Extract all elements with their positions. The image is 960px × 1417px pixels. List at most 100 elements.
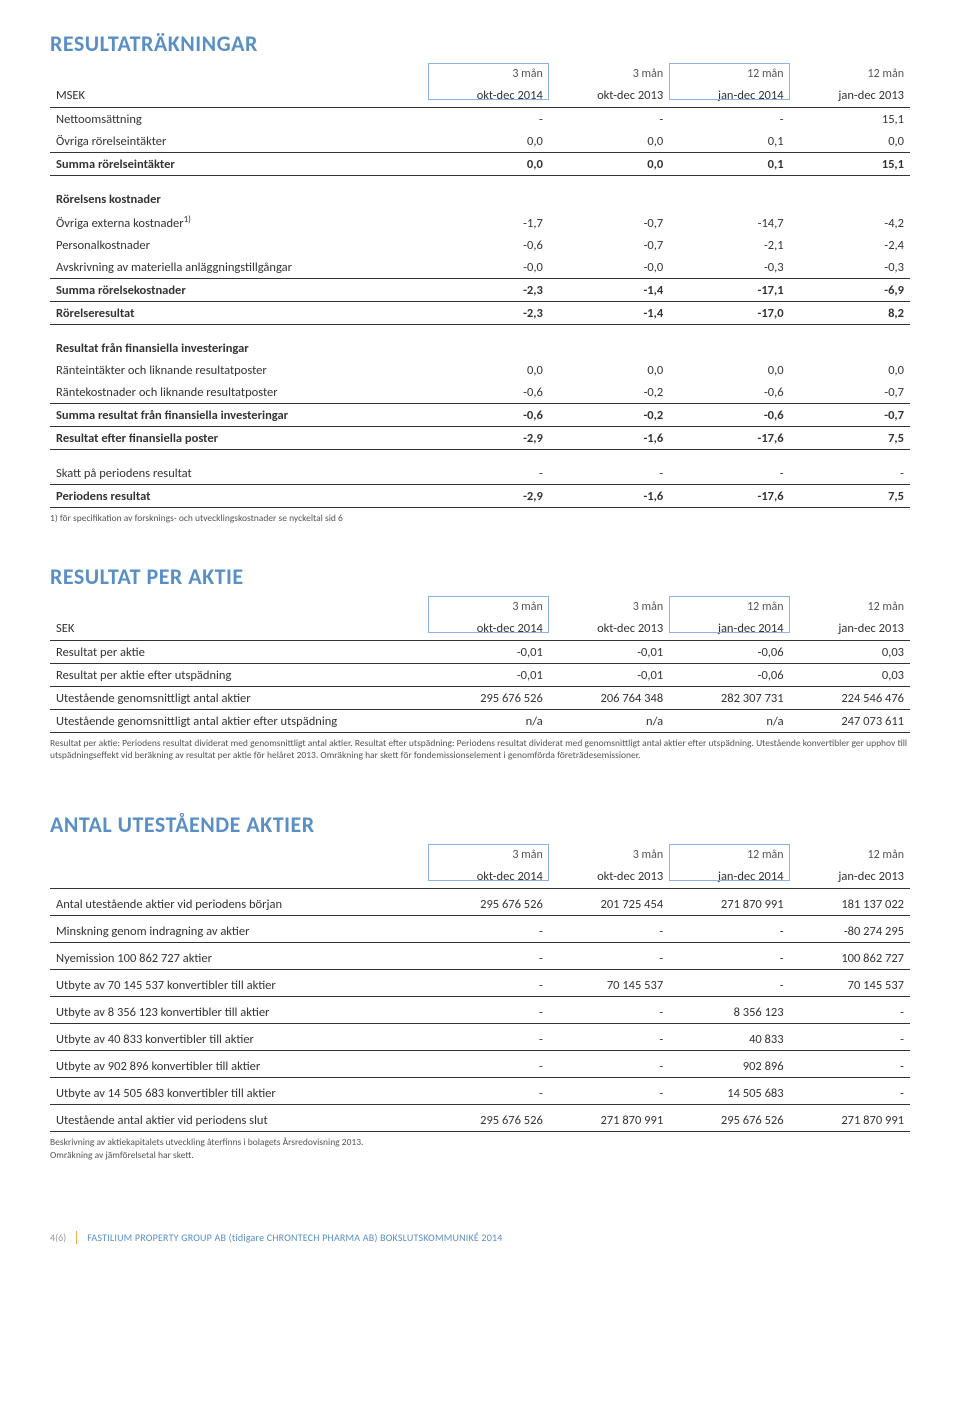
row-label: Resultat per aktie efter utspädning <box>50 663 428 686</box>
cell: 8,2 <box>790 302 910 325</box>
cell: 7,5 <box>790 427 910 450</box>
cell: 206 764 348 <box>549 686 669 709</box>
income-table: 3 mån 3 mån 12 mån 12 mån MSEK okt-dec 2… <box>50 63 910 508</box>
period-header: 12 mån <box>669 63 789 84</box>
cell: 0,0 <box>428 153 548 176</box>
table-row: Utbyte av 902 896 konvertibler till akti… <box>50 1051 910 1078</box>
cell: -1,6 <box>549 485 669 508</box>
section-title: RESULTAT PER AKTIE <box>50 563 910 590</box>
col-header: okt-dec 2013 <box>549 617 669 641</box>
cell: -0,06 <box>669 663 789 686</box>
period-header: 12 mån <box>669 596 789 617</box>
cell: 271 870 991 <box>549 1105 669 1132</box>
cell: - <box>790 450 910 485</box>
cell: -0,01 <box>549 640 669 663</box>
footer-title: FASTILIUM PROPERTY GROUP AB (tidigare CH… <box>87 1231 502 1244</box>
row-label: Nettoomsättning <box>50 108 428 131</box>
cell: - <box>549 450 669 485</box>
cell: - <box>428 943 548 970</box>
row-label: Utbyte av 14 505 683 konvertibler till a… <box>50 1078 428 1105</box>
table-row: Utbyte av 40 833 konvertibler till aktie… <box>50 1024 910 1051</box>
section-title: ANTAL UTESTÅENDE AKTIER <box>50 811 910 838</box>
row-label: Summa rörelsekostnader <box>50 279 428 302</box>
cell: - <box>790 1078 910 1105</box>
cell: 40 833 <box>669 1024 789 1051</box>
cell: 70 145 537 <box>549 970 669 997</box>
cell: -2,9 <box>428 485 548 508</box>
header-row: MSEK okt-dec 2014 okt-dec 2013 jan-dec 2… <box>50 84 910 108</box>
period-header: 12 mån <box>790 596 910 617</box>
col-header: jan-dec 2013 <box>790 84 910 108</box>
cell: 0,0 <box>790 359 910 381</box>
table-row: Utestående genomsnittligt antal aktier 2… <box>50 686 910 709</box>
col-header: jan-dec 2013 <box>790 617 910 641</box>
row-label: Räntekostnader och liknande resultatpost… <box>50 381 428 404</box>
row-label: Nyemission 100 862 727 aktier <box>50 943 428 970</box>
table-row: Ränteintäkter och liknande resultatposte… <box>50 359 910 381</box>
table-row: Minskning genom indragning av aktier - -… <box>50 916 910 943</box>
cell: -17,1 <box>669 279 789 302</box>
period-header: 3 mån <box>428 844 548 865</box>
cell: -2,4 <box>790 234 910 256</box>
shares-table: 3 mån 3 mån 12 mån 12 mån okt-dec 2014 o… <box>50 844 910 1132</box>
cell: 100 862 727 <box>790 943 910 970</box>
cell: 0,0 <box>669 359 789 381</box>
cell: -0,01 <box>549 663 669 686</box>
col-header: jan-dec 2014 <box>669 865 789 889</box>
row-label: Skatt på periodens resultat <box>50 450 428 485</box>
cell: 0,0 <box>428 359 548 381</box>
cell: -0,06 <box>669 640 789 663</box>
cell: - <box>790 997 910 1024</box>
cell: 70 145 537 <box>790 970 910 997</box>
cell: -0,7 <box>790 381 910 404</box>
table-row: Utbyte av 70 145 537 konvertibler till a… <box>50 970 910 997</box>
cell: -17,6 <box>669 485 789 508</box>
table-row-sum: Resultat efter finansiella poster -2,9 -… <box>50 427 910 450</box>
cell: -0,01 <box>428 640 548 663</box>
period-header: 3 mån <box>549 596 669 617</box>
row-label: Ränteintäkter och liknande resultatposte… <box>50 359 428 381</box>
cell: - <box>549 1024 669 1051</box>
resultat-per-aktie-section: RESULTAT PER AKTIE 3 mån 3 mån 12 mån 12… <box>50 563 910 762</box>
cell: -1,6 <box>549 427 669 450</box>
cell: 295 676 526 <box>669 1105 789 1132</box>
cell: -0,6 <box>428 381 548 404</box>
cell: 0,03 <box>790 663 910 686</box>
period-row: 3 mån 3 mån 12 mån 12 mån <box>50 844 910 865</box>
cell: -80 274 295 <box>790 916 910 943</box>
table-row: Skatt på periodens resultat - - - - <box>50 450 910 485</box>
cell: 271 870 991 <box>669 889 789 916</box>
cell: - <box>790 1024 910 1051</box>
table-row-sum: Summa resultat från finansiella invester… <box>50 404 910 427</box>
cell: -6,9 <box>790 279 910 302</box>
table-row-sum: Rörelseresultat -2,3 -1,4 -17,0 8,2 <box>50 302 910 325</box>
footnote: 1) för specifikation av forsknings- och … <box>50 512 910 524</box>
period-row: 3 mån 3 mån 12 mån 12 mån <box>50 596 910 617</box>
period-header: 3 mån <box>428 596 548 617</box>
cell: - <box>669 943 789 970</box>
cell: 0,0 <box>549 359 669 381</box>
row-label: Utbyte av 70 145 537 konvertibler till a… <box>50 970 428 997</box>
subsection-header: Rörelsens kostnader <box>50 176 910 211</box>
cell: 0,1 <box>669 153 789 176</box>
row-label: Övriga externa kostnader1) <box>50 210 428 234</box>
cell: - <box>790 1051 910 1078</box>
cell: - <box>428 997 548 1024</box>
row-label: Utbyte av 40 833 konvertibler till aktie… <box>50 1024 428 1051</box>
period-row: 3 mån 3 mån 12 mån 12 mån <box>50 63 910 84</box>
section-title: RESULTATRÄKNINGAR <box>50 30 910 57</box>
row-label: Rörelseresultat <box>50 302 428 325</box>
footnote: Resultat per aktie: Periodens resultat d… <box>50 737 910 762</box>
col-header: okt-dec 2014 <box>428 865 548 889</box>
cell: -17,6 <box>669 427 789 450</box>
cell: - <box>428 1078 548 1105</box>
col-header: jan-dec 2014 <box>669 84 789 108</box>
table-row: Nyemission 100 862 727 aktier - - - 100 … <box>50 943 910 970</box>
cell: - <box>669 916 789 943</box>
antal-utestaende-section: ANTAL UTESTÅENDE AKTIER 3 mån 3 mån 12 m… <box>50 811 910 1161</box>
cell: - <box>428 1024 548 1051</box>
table-row: Personalkostnader -0,6 -0,7 -2,1 -2,4 <box>50 234 910 256</box>
cell: 0,0 <box>790 130 910 153</box>
cell: - <box>428 450 548 485</box>
table-row: Resultat per aktie efter utspädning -0,0… <box>50 663 910 686</box>
